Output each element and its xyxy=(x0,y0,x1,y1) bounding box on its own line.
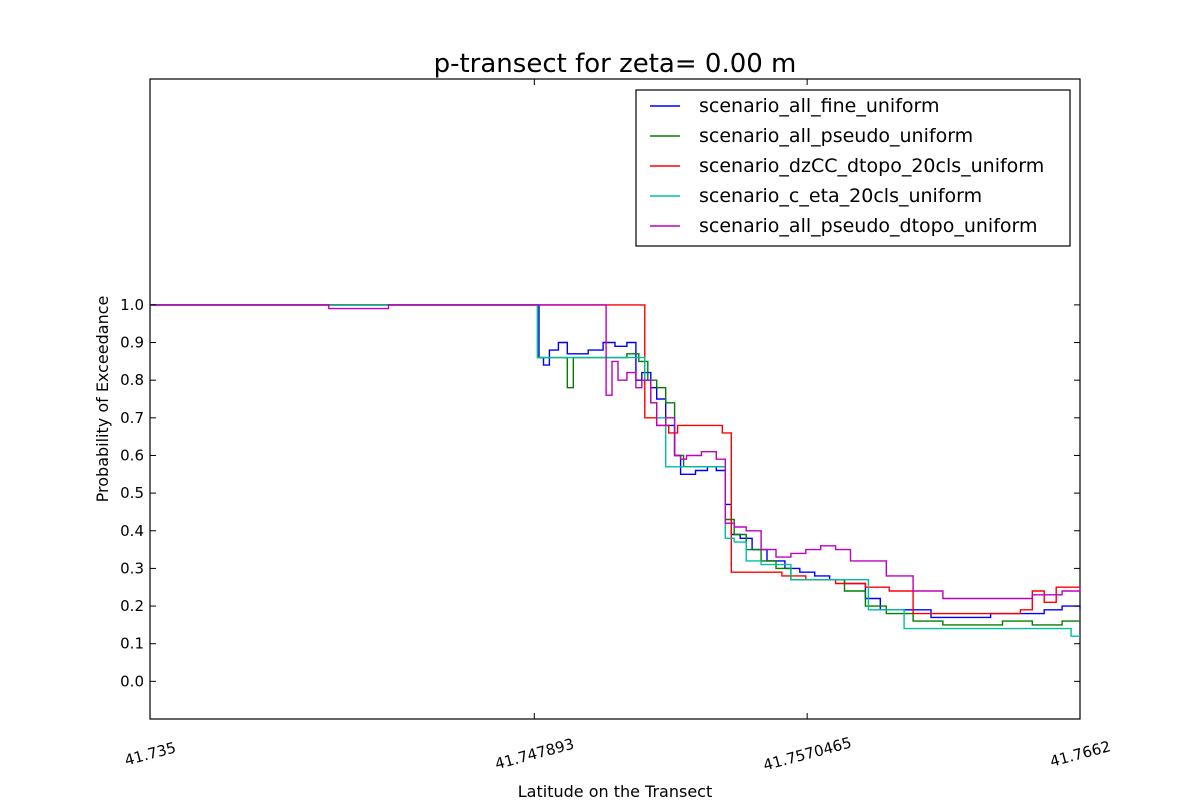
x-tick-label: 41.7662 xyxy=(1048,737,1113,770)
chart-title: p-transect for zeta= 0.00 m xyxy=(434,49,797,79)
y-tick-label: 0.0 xyxy=(120,672,144,690)
series-layer xyxy=(150,304,1081,637)
y-tick-label: 0.1 xyxy=(120,635,144,653)
legend-label-1: scenario_all_fine_uniform xyxy=(699,95,940,117)
series-line-5 xyxy=(150,304,1081,600)
x-axis-title: Latitude on the Transect xyxy=(518,782,713,800)
y-tick-label: 1.0 xyxy=(120,296,144,314)
series-line-4 xyxy=(150,304,1080,637)
legend-entries: scenario_all_fine_uniform scenario_all_ps… xyxy=(650,95,1044,237)
x-tick-label: 41.747893 xyxy=(493,735,576,773)
y-tick-label: 0.3 xyxy=(120,559,144,577)
legend-label-2: scenario_all_pseudo_uniform xyxy=(699,125,973,147)
legend-label-4: scenario_c_eta_20cls_uniform xyxy=(699,185,982,207)
y-tick-label: 0.7 xyxy=(120,409,144,427)
legend-label-5: scenario_all_pseudo_dtopo_uniform xyxy=(699,215,1038,237)
legend-box xyxy=(635,89,1071,247)
legend-label-3: scenario_dzCC_dtopo_20cls_uniform xyxy=(699,155,1044,177)
y-tick-label: 0.4 xyxy=(120,522,144,540)
y-axis-title: Probability of Exceedance xyxy=(93,296,112,503)
x-tick-label: 41.7570465 xyxy=(761,734,853,775)
y-axis: 0.0 0.1 0.2 0.3 0.4 0.5 0.6 0.7 0.8 0.9 1.0 xyxy=(120,296,1080,690)
y-tick-label: 0.6 xyxy=(120,446,144,464)
y-tick-label: 0.9 xyxy=(120,334,144,352)
y-tick-label: 0.8 xyxy=(120,371,144,389)
legend: scenario_all_fine_uniform scenario_all_ps… xyxy=(635,89,1071,247)
y-tick-label: 0.2 xyxy=(120,597,144,615)
series-line-3 xyxy=(150,304,1080,615)
y-tick-label: 0.5 xyxy=(120,484,144,502)
x-tick-label: 41.735 xyxy=(123,738,178,769)
